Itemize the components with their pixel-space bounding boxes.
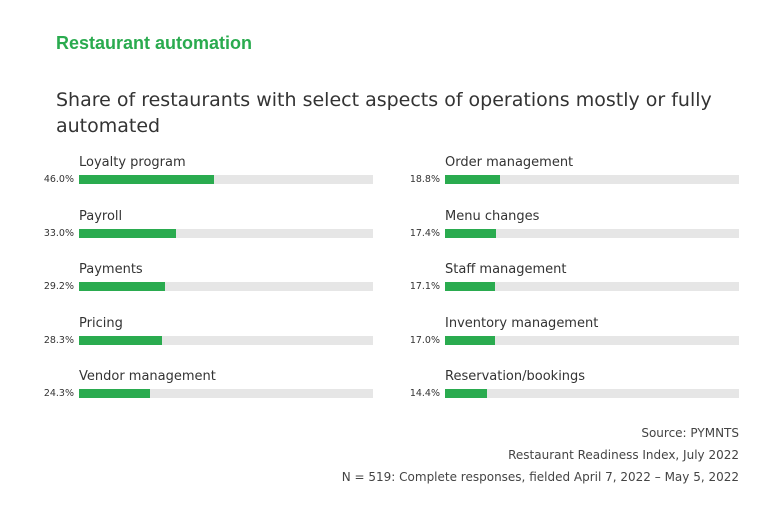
- bar-track: [445, 389, 739, 398]
- bar-track: [445, 229, 739, 238]
- bar-fill: [79, 389, 151, 398]
- bar-category-label: Staff management: [445, 262, 567, 277]
- bar-category-label: Menu changes: [445, 209, 540, 224]
- bar-row: Vendor management 24.3%: [30, 369, 375, 399]
- bar-category-label: Order management: [445, 155, 574, 170]
- bar-fill: [79, 282, 165, 291]
- bar-value-label: 46.0%: [43, 174, 74, 185]
- bar-value-label: 17.0%: [409, 335, 440, 346]
- bar-value-label: 17.4%: [409, 228, 440, 239]
- bar-panel-right: Order management 18.8% Menu changes 17.4% St…: [396, 155, 739, 399]
- bar-row: Reservation/bookings 14.4%: [396, 369, 741, 399]
- bar-row: Staff management 17.1%: [396, 262, 741, 292]
- bar-value-label: 17.1%: [409, 281, 440, 292]
- bar-category-label: Payments: [79, 262, 143, 277]
- bar-row: Pricing 28.3%: [30, 316, 375, 346]
- bar-fill: [79, 229, 176, 238]
- bar-row: Loyalty program 46.0%: [30, 155, 375, 185]
- bar-panel-left: Loyalty program 46.0% Payroll 33.0% Payments…: [30, 155, 373, 399]
- bar-row: Inventory management 17.0%: [396, 316, 741, 346]
- bar-value-label: 29.2%: [43, 281, 74, 292]
- bar-fill: [445, 229, 497, 238]
- bar-track: [445, 282, 739, 291]
- bar-category-label: Payroll: [79, 209, 123, 224]
- bar-fill: [445, 336, 495, 345]
- bar-fill: [445, 389, 488, 398]
- bar-row: Payroll 33.0%: [30, 209, 375, 239]
- bar-fill: [445, 175, 501, 184]
- source-note: Source: PYMNTS Restaurant Readiness Inde…: [342, 422, 739, 488]
- chart-headline: Restaurant automation: [56, 33, 253, 53]
- report-line: Restaurant Readiness Index, July 2022: [508, 448, 739, 462]
- bar-fill: [79, 336, 163, 345]
- sample-line: N = 519: Complete responses, fielded Apr…: [341, 470, 739, 484]
- bar-value-label: 14.4%: [409, 388, 440, 399]
- bar-track: [79, 389, 373, 398]
- bar-track: [79, 175, 373, 184]
- bar-fill: [79, 175, 215, 184]
- bar-fill: [445, 282, 496, 291]
- bar-value-label: 24.3%: [43, 388, 74, 399]
- bar-track: [79, 229, 373, 238]
- bar-track: [79, 282, 373, 291]
- bar-value-label: 18.8%: [409, 174, 440, 185]
- bar-category-label: Loyalty program: [79, 155, 186, 170]
- bar-track: [79, 336, 373, 345]
- bar-row: Order management 18.8%: [396, 155, 741, 185]
- bar-row: Payments 29.2%: [30, 262, 375, 292]
- bar-track: [445, 336, 739, 345]
- bar-category-label: Inventory management: [445, 316, 599, 331]
- bar-row: Menu changes 17.4%: [396, 209, 741, 239]
- bar-category-label: Pricing: [79, 316, 123, 331]
- bar-category-label: Reservation/bookings: [445, 369, 586, 384]
- source-line: Source: PYMNTS: [641, 426, 739, 440]
- chart-subtitle: Share of restaurants with select aspects…: [56, 89, 712, 137]
- bar-value-label: 28.3%: [43, 335, 74, 346]
- bar-track: [445, 175, 739, 184]
- bar-category-label: Vendor management: [79, 369, 216, 384]
- bar-value-label: 33.0%: [43, 228, 74, 239]
